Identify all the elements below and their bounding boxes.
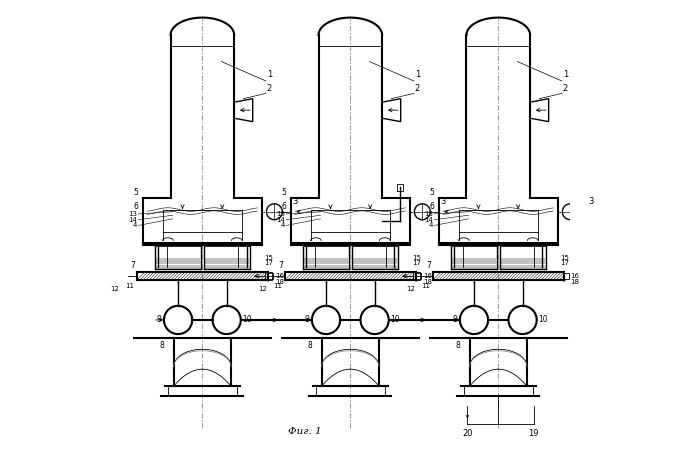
Text: 11: 11 (421, 283, 430, 289)
Text: 3: 3 (292, 198, 298, 207)
Text: 12: 12 (406, 286, 415, 292)
Text: 12: 12 (258, 286, 267, 292)
Text: 2: 2 (415, 85, 420, 94)
Text: 5: 5 (429, 188, 434, 197)
Text: 1: 1 (415, 70, 420, 79)
Text: 3: 3 (588, 198, 594, 207)
Text: 9: 9 (304, 315, 309, 324)
Text: 2: 2 (267, 85, 272, 94)
Text: 18: 18 (275, 279, 284, 285)
Text: 2: 2 (563, 85, 568, 94)
Text: 11: 11 (273, 283, 282, 289)
Text: 4: 4 (281, 222, 285, 229)
Text: 13: 13 (276, 211, 285, 217)
Text: Фиг. 1: Фиг. 1 (288, 427, 322, 436)
Text: 10: 10 (390, 315, 400, 324)
Text: 9: 9 (452, 315, 457, 324)
Text: 13: 13 (424, 211, 433, 217)
Text: 17: 17 (265, 261, 273, 266)
Text: 11: 11 (125, 283, 134, 289)
Text: 13: 13 (128, 211, 138, 217)
Text: 14: 14 (276, 217, 285, 223)
Text: 5: 5 (281, 188, 286, 197)
Text: 3: 3 (440, 198, 446, 207)
Text: 16: 16 (275, 273, 284, 279)
Text: 16: 16 (423, 273, 432, 279)
Text: 10: 10 (242, 315, 252, 324)
Text: 6: 6 (133, 202, 138, 211)
Text: 8: 8 (159, 341, 164, 350)
Text: 20: 20 (462, 429, 473, 438)
Text: 14: 14 (424, 217, 433, 223)
Text: 8: 8 (307, 341, 312, 350)
Text: 14: 14 (128, 217, 138, 223)
Text: 19: 19 (528, 429, 539, 438)
Text: 7: 7 (130, 261, 135, 270)
Text: 1: 1 (563, 70, 568, 79)
Text: 16: 16 (571, 273, 580, 279)
Text: 5: 5 (133, 188, 138, 197)
Text: 15: 15 (412, 255, 421, 261)
Text: 9: 9 (156, 315, 161, 324)
Text: 6: 6 (281, 202, 286, 211)
Text: 15: 15 (265, 255, 273, 261)
Text: 8: 8 (455, 341, 460, 350)
Text: 17: 17 (560, 261, 569, 266)
Text: 7: 7 (426, 261, 431, 270)
Text: 12: 12 (110, 286, 119, 292)
Text: 6: 6 (429, 202, 434, 211)
Text: 7: 7 (278, 261, 283, 270)
Text: 18: 18 (423, 279, 432, 285)
Text: 15: 15 (560, 255, 569, 261)
Text: 4: 4 (429, 222, 433, 229)
Text: 10: 10 (538, 315, 548, 324)
Text: 17: 17 (412, 261, 421, 266)
Text: 4: 4 (133, 222, 138, 229)
Text: 18: 18 (571, 279, 580, 285)
Text: 1: 1 (267, 70, 272, 79)
